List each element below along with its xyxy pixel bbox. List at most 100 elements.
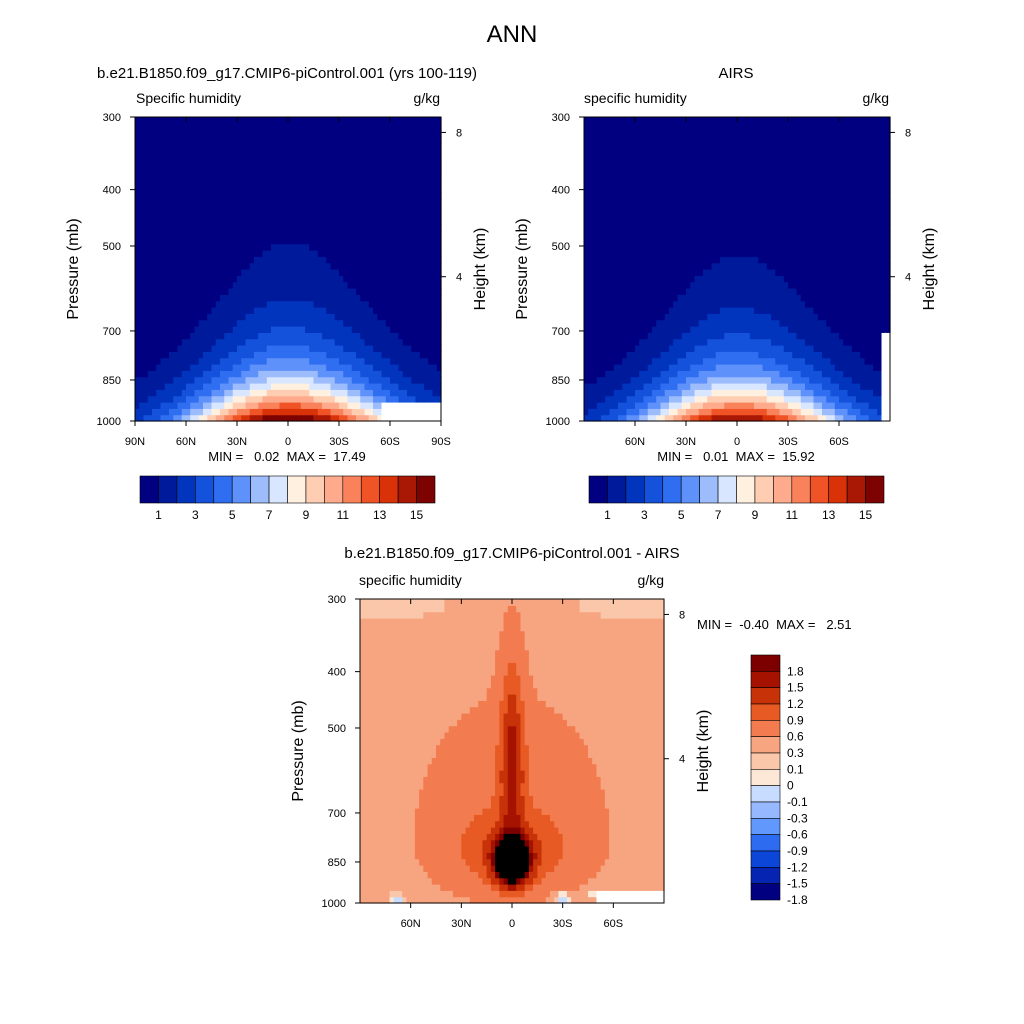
contour-cell	[707, 148, 713, 156]
contour-cell	[428, 129, 434, 137]
contour-cell	[186, 199, 191, 207]
contour-cell	[368, 383, 374, 390]
contour-cell	[669, 237, 674, 245]
contour-cell	[275, 218, 281, 226]
contour-cell	[322, 231, 327, 238]
contour-cell	[351, 237, 357, 245]
contour-cell	[224, 376, 230, 384]
contour-cell	[232, 269, 238, 276]
contour-cell	[271, 288, 276, 295]
contour-cell	[254, 212, 259, 219]
contour-cell	[618, 155, 623, 162]
contour-cell	[322, 129, 327, 137]
contour-cell	[317, 288, 323, 295]
contour-cell	[398, 174, 404, 181]
contour-cell	[143, 186, 149, 194]
contour-cell	[381, 136, 387, 143]
contour-cell	[415, 313, 421, 321]
contour-cell	[669, 402, 674, 409]
height-tick-label: 4	[456, 272, 462, 284]
contour-cell	[254, 218, 259, 226]
contour-cell	[169, 288, 174, 295]
contour-cell	[177, 193, 183, 200]
contour-cell	[432, 357, 438, 365]
contour-cell	[643, 186, 649, 194]
contour-cell	[609, 218, 615, 226]
contour-cell	[436, 212, 442, 219]
contour-cell	[288, 174, 293, 181]
contour-cell	[147, 199, 153, 207]
contour-cell	[305, 319, 310, 327]
contour-cell	[669, 167, 674, 175]
contour-cell	[347, 117, 353, 124]
contour-cell	[288, 199, 293, 207]
contour-cell	[643, 319, 649, 327]
contour-cell	[698, 193, 704, 200]
contour-cell	[300, 256, 306, 264]
contour-cell	[626, 389, 632, 397]
contour-cell	[190, 357, 196, 365]
contour-cell	[232, 307, 238, 314]
contour-cell	[237, 262, 242, 270]
contour-cell	[181, 193, 187, 200]
contour-cell	[703, 224, 708, 232]
contour-cell	[596, 148, 602, 156]
contour-cell	[639, 193, 645, 200]
contour-cell	[609, 357, 615, 365]
lat-tick-label: 30S	[329, 436, 349, 448]
contour-cell	[436, 193, 442, 200]
contour-cell	[381, 186, 387, 194]
figure-title: ANN	[487, 21, 538, 48]
contour-cell	[198, 300, 204, 308]
contour-cell	[198, 237, 204, 245]
contour-cell	[402, 389, 408, 397]
contour-cell	[647, 212, 653, 219]
contour-cell	[266, 117, 272, 124]
contour-cell	[407, 402, 412, 409]
contour-cell	[643, 370, 649, 378]
contour-cell	[635, 332, 640, 340]
contour-cell	[339, 250, 344, 257]
contour-cell	[673, 364, 679, 371]
contour-cell	[690, 288, 696, 295]
contour-cell	[669, 180, 674, 188]
contour-cell	[215, 281, 221, 289]
contour-cell	[198, 180, 204, 188]
contour-cell	[356, 243, 361, 251]
contour-cell	[356, 262, 361, 270]
contour-cell	[194, 262, 200, 270]
contour-cell	[652, 307, 657, 314]
contour-cell	[194, 319, 200, 327]
contour-cell	[394, 332, 400, 340]
contour-cell	[203, 243, 208, 251]
contour-cell	[347, 180, 353, 188]
contour-cell	[164, 193, 170, 200]
contour-cell	[703, 370, 708, 378]
contour-cell	[673, 174, 679, 181]
contour-cell	[181, 288, 187, 295]
contour-cell	[436, 326, 442, 333]
contour-cell	[160, 332, 166, 340]
contour-cell	[351, 243, 357, 251]
contour-cell	[411, 117, 417, 124]
contour-cell	[334, 256, 340, 264]
contour-cell	[249, 243, 255, 251]
contour-cell	[173, 326, 179, 333]
contour-cell	[343, 250, 349, 257]
contour-cell	[334, 383, 340, 390]
contour-cell	[330, 186, 336, 194]
contour-cell	[343, 357, 349, 365]
contour-cell	[147, 402, 153, 409]
contour-cell	[377, 357, 383, 365]
contour-cell	[398, 269, 404, 276]
contour-cell	[169, 193, 174, 200]
contour-cell	[368, 186, 374, 194]
contour-cell	[402, 117, 408, 124]
contour-cell	[428, 174, 434, 181]
contour-cell	[356, 389, 361, 397]
contour-cell	[211, 262, 217, 270]
contour-cell	[707, 212, 713, 219]
contour-cell	[686, 155, 691, 162]
contour-cell	[300, 136, 306, 143]
